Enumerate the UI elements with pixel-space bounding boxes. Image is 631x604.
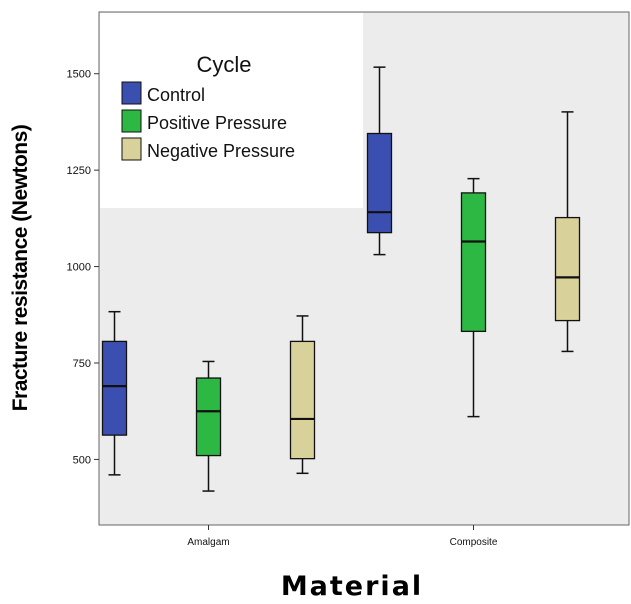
x-axis-title: Material xyxy=(281,571,423,602)
box-series xyxy=(101,66,581,492)
x-tick-label: Composite xyxy=(450,537,498,548)
y-tick-label: 500 xyxy=(73,454,91,466)
x-axis: Amalgam Composite xyxy=(187,525,498,548)
legend-box xyxy=(100,13,363,208)
legend-label: Negative Pressure xyxy=(147,141,295,161)
legend-item-control: Control xyxy=(121,81,205,105)
box-iqr xyxy=(101,340,128,436)
legend-swatch xyxy=(121,109,142,133)
box-composite-control xyxy=(366,66,393,256)
y-axis: 500 750 1000 1250 1500 xyxy=(67,69,99,466)
legend-label: Positive Pressure xyxy=(147,113,287,133)
box-amalgam-negative-pressure xyxy=(289,315,316,475)
legend-title: Cycle xyxy=(196,52,251,77)
box-iqr xyxy=(289,340,316,460)
legend: Cycle Control Positive Pressure Negative P… xyxy=(100,13,363,208)
y-tick-label: 1500 xyxy=(67,69,91,81)
box-amalgam-positive-pressure xyxy=(195,360,222,492)
legend-items: Control Positive Pressure Negative Pressur… xyxy=(121,81,295,161)
legend-item-negative-pressure: Negative Pressure xyxy=(121,137,295,161)
box-iqr xyxy=(195,377,222,457)
legend-label: Control xyxy=(147,85,205,105)
y-tick-label: 750 xyxy=(73,358,91,370)
box-amalgam-control xyxy=(101,310,128,476)
box-iqr xyxy=(366,132,393,234)
box-composite-negative-pressure xyxy=(554,111,581,353)
box-composite-positive-pressure xyxy=(460,177,487,418)
x-tick-label: Amalgam xyxy=(187,537,229,548)
legend-swatch xyxy=(121,137,142,161)
box-iqr xyxy=(554,216,581,322)
legend-swatch xyxy=(121,81,142,105)
legend-item-positive-pressure: Positive Pressure xyxy=(121,109,287,133)
box-iqr xyxy=(460,192,487,333)
y-axis-title: Fracture resistance (Newtons) xyxy=(9,125,32,412)
y-tick-label: 1000 xyxy=(67,262,91,274)
y-tick-label: 1250 xyxy=(67,165,91,177)
